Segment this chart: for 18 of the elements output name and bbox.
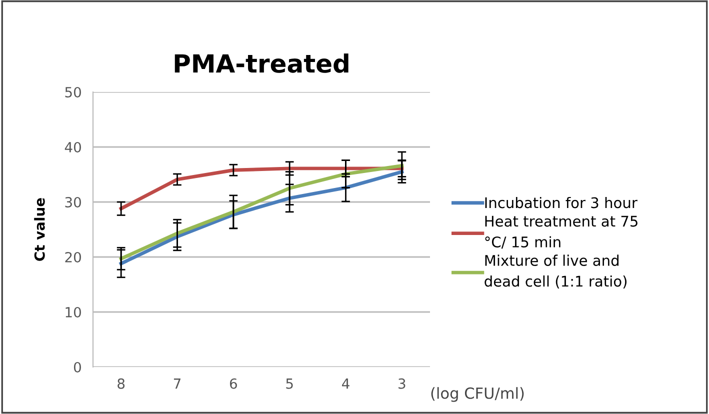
y-tick-label: 30 <box>65 196 81 208</box>
y-tick-label: 10 <box>66 306 81 318</box>
y-tick-label: 40 <box>64 142 81 152</box>
y-tick-label: 50 <box>65 86 81 98</box>
y-tick-label: 0 <box>74 362 81 372</box>
x-tick-label: 6 <box>230 378 237 389</box>
x-axis-title: (log CFU/ml) <box>431 387 524 402</box>
x-tick-label: 7 <box>174 378 180 389</box>
legend-label: Mixture of live and dead cell (1:1 ratio) <box>484 254 627 288</box>
x-tick-label: 5 <box>286 378 293 389</box>
x-tick-label: 4 <box>342 378 350 389</box>
x-tick-label: 3 <box>398 378 406 389</box>
legend-label: Heat treatment at 75 °C/ 15 min <box>485 216 638 249</box>
legend-label: Incubation for 3 hour <box>485 196 638 208</box>
y-axis-title: Ct value <box>34 198 45 261</box>
x-tick-label: 8 <box>118 378 125 389</box>
y-tick-label: 20 <box>65 252 81 262</box>
chart-title: PMA-treated <box>174 54 348 73</box>
